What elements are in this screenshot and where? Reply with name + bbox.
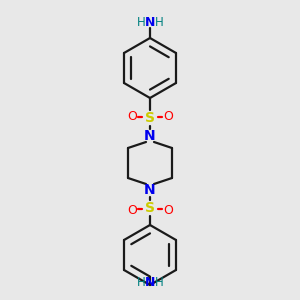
Text: O: O bbox=[127, 203, 137, 217]
Text: O: O bbox=[163, 110, 173, 122]
Text: N: N bbox=[145, 277, 155, 290]
Text: N: N bbox=[144, 183, 156, 197]
Text: O: O bbox=[163, 203, 173, 217]
Text: N: N bbox=[144, 129, 156, 143]
Text: S: S bbox=[145, 201, 155, 215]
Text: H: H bbox=[154, 277, 164, 290]
Text: N: N bbox=[145, 16, 155, 28]
Text: H: H bbox=[154, 16, 164, 28]
Text: H: H bbox=[136, 16, 146, 28]
Text: S: S bbox=[145, 111, 155, 125]
Text: H: H bbox=[136, 277, 146, 290]
Text: O: O bbox=[127, 110, 137, 122]
